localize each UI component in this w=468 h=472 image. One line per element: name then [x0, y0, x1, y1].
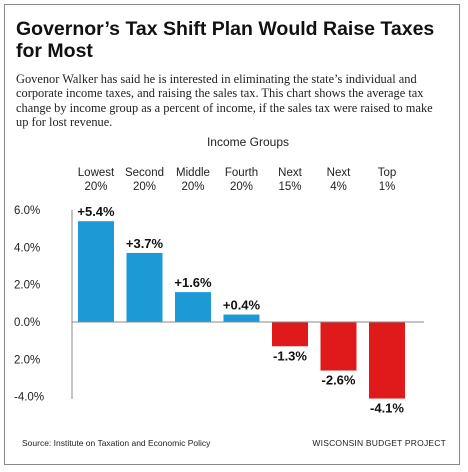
x-axis-title: Income Groups: [207, 135, 289, 149]
bar-2: [126, 252, 163, 322]
bar-5: [272, 322, 308, 347]
y-tick-label: 0.0%: [14, 317, 40, 329]
bar-4: [223, 314, 260, 322]
y-tick-label: 4.0%: [14, 242, 40, 254]
chart-title: Governor’s Tax Shift Plan Would Raise Ta…: [16, 18, 435, 62]
bar-7: [369, 322, 405, 399]
category-label: Next: [327, 167, 351, 179]
data-label: -4.1%: [370, 401, 404, 416]
data-label: -2.6%: [322, 373, 356, 388]
category-label: 15%: [278, 181, 301, 193]
y-tick-label: 6.0%: [14, 205, 40, 217]
data-label: +5.4%: [77, 204, 115, 219]
chart-frame: [4, 4, 460, 465]
category-label: Next: [278, 167, 302, 179]
category-label: 20%: [230, 181, 253, 193]
category-label: Middle: [176, 167, 210, 179]
bar-3: [175, 292, 211, 322]
category-label: 4%: [330, 181, 347, 193]
category-label: Fourth: [225, 167, 258, 179]
data-label: +0.4%: [223, 298, 261, 313]
category-label: Lowest: [78, 167, 115, 179]
credit-note: WISCONSIN BUDGET PROJECT: [312, 438, 446, 448]
y-tick-label: -4.0%: [14, 392, 44, 404]
bar-1: [78, 221, 114, 322]
y-tick-label: 2.0%: [14, 354, 40, 366]
source-note: Source: Institute on Taxation and Econom…: [22, 438, 211, 448]
bar-6: [320, 322, 357, 371]
category-label: Top: [378, 167, 397, 179]
category-label: 1%: [379, 181, 396, 193]
data-label: +3.7%: [126, 236, 164, 251]
y-tick-label: 2.0%: [14, 280, 40, 292]
category-label: 20%: [181, 181, 204, 193]
chart-description: Govenor Walker has said he is interested…: [16, 72, 433, 129]
category-label: 20%: [84, 181, 107, 193]
category-label: 20%: [133, 181, 156, 193]
data-label: +1.6%: [174, 275, 212, 290]
data-label: -1.3%: [273, 348, 307, 363]
category-label: Second: [125, 167, 164, 179]
